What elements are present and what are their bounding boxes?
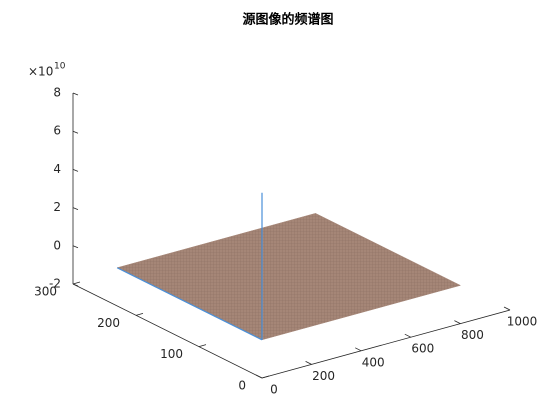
y-tick-label: 200	[97, 316, 120, 330]
x-tick	[404, 333, 411, 338]
y-tick	[135, 312, 144, 316]
z-tick-label: 4	[53, 162, 61, 176]
y-tick	[198, 344, 207, 348]
y-tick-label: 100	[160, 347, 183, 361]
z-tick	[72, 92, 79, 96]
x-tick-label: 1000	[507, 315, 538, 329]
surface-edge	[116, 267, 263, 341]
x-tick	[255, 374, 263, 379]
z-tick-label: 8	[53, 86, 61, 100]
x-tick-label: 0	[270, 383, 278, 397]
x-tick	[355, 347, 362, 352]
x-tick-label: 800	[461, 328, 484, 342]
y-tick-label: 300	[34, 285, 57, 299]
z-multiplier-exponent: 10	[54, 62, 66, 72]
z-tick	[72, 245, 79, 249]
y-tick	[261, 375, 270, 379]
chart-title: 源图像的频谱图	[242, 12, 333, 28]
z-tick	[72, 207, 79, 210]
z-multiplier-base: ×10	[28, 65, 53, 79]
x-tick-label: 200	[312, 369, 335, 383]
z-tick-label: 2	[53, 200, 61, 214]
z-tick	[72, 169, 79, 172]
z-tick-label: 0	[53, 238, 61, 252]
x-tick-label: 400	[362, 355, 385, 369]
x-tick	[305, 361, 312, 365]
surface	[116, 213, 462, 341]
y-axis	[72, 283, 263, 379]
z-tick	[72, 283, 79, 287]
z-tick-label: 6	[53, 124, 61, 138]
x-axis	[261, 309, 511, 379]
z-multiplier: ×10 10	[28, 62, 66, 79]
y-tick	[72, 281, 81, 285]
x-tick	[454, 320, 461, 324]
z-tick	[72, 130, 79, 134]
y-tick-label: 0	[238, 379, 246, 393]
z-tick-label: -2	[49, 277, 61, 291]
x-tick	[503, 306, 511, 311]
x-tick-label: 600	[411, 342, 434, 356]
